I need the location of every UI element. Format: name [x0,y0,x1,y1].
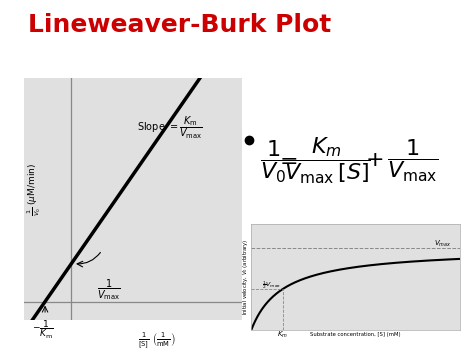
Text: $\frac{1}{[\mathrm{S}]}\ \left(\frac{1}{\mathrm{mM}}\right)$: $\frac{1}{[\mathrm{S}]}\ \left(\frac{1}{… [138,331,175,351]
Text: $+$: $+$ [365,151,383,170]
Text: $\dfrac{1}{V_0}$: $\dfrac{1}{V_0}$ [260,138,288,185]
Y-axis label: Initial velocity, $V_0$ (arbitrary): Initial velocity, $V_0$ (arbitrary) [241,239,250,315]
Text: $K_m$: $K_m$ [277,330,288,340]
Text: $\dfrac{1}{V_{\mathrm{max}}}$: $\dfrac{1}{V_{\mathrm{max}}}$ [386,137,438,184]
Text: $-\dfrac{1}{K_{\mathrm{m}}}$: $-\dfrac{1}{K_{\mathrm{m}}}$ [32,318,55,341]
X-axis label: Substrate concentration, [S] (mM): Substrate concentration, [S] (mM) [310,332,401,337]
Text: Slope $= \dfrac{K_{\mathrm{m}}}{V_{\mathrm{max}}}$: Slope $= \dfrac{K_{\mathrm{m}}}{V_{\math… [137,114,203,141]
Text: Lineweaver-Burk Plot: Lineweaver-Burk Plot [28,13,332,37]
Text: $\dfrac{1}{V_{\mathrm{max}}}$: $\dfrac{1}{V_{\mathrm{max}}}$ [97,277,121,302]
Text: $\dfrac{K_m}{V_{\mathrm{max}}\,[S]}$: $\dfrac{K_m}{V_{\mathrm{max}}\,[S]}$ [283,135,371,186]
Text: $\frac{1}{2}V_{max}$: $\frac{1}{2}V_{max}$ [262,279,281,291]
Text: $\frac{1}{V_0}\ (\mu\mathrm{M/min})$: $\frac{1}{V_0}\ (\mu\mathrm{M/min})$ [25,163,43,217]
Text: $=$: $=$ [274,151,297,170]
Text: $V_{max}$: $V_{max}$ [434,239,452,249]
